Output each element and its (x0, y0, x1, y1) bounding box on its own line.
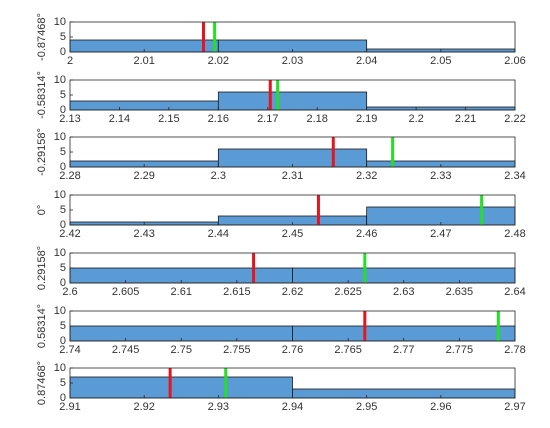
x-tick-label: 2.28 (59, 170, 80, 182)
x-tick-label: 2.33 (430, 170, 451, 182)
x-tick-label: 2 (67, 55, 73, 67)
y-axis-label: -0.87468° (36, 13, 48, 61)
x-tick-label: 2.77 (393, 344, 414, 356)
histogram-bar (69, 376, 293, 399)
y-tick-label: 10 (54, 131, 66, 143)
x-tick-label: 2.93 (208, 401, 229, 413)
x-tick-label: 2.74 (59, 344, 80, 356)
x-tick-label: 2.64 (504, 286, 525, 298)
x-tick-label: 2.45 (282, 228, 303, 240)
y-tick-label: 5 (60, 320, 66, 332)
x-tick-label: 2.18 (307, 113, 328, 125)
y-axis-label: -0.58314° (36, 71, 48, 119)
x-tick-label: 2.755 (223, 344, 251, 356)
x-tick-label: 2.6 (62, 286, 77, 298)
x-tick-label: 2.78 (504, 344, 525, 356)
x-tick-label: 2.31 (282, 170, 303, 182)
y-tick-label: 0 (60, 104, 66, 116)
y-tick-label: 0 (60, 161, 66, 173)
y-axis-label: 0.29158° (36, 246, 48, 290)
x-tick-label: 2.61 (171, 286, 192, 298)
x-tick-label: 2.48 (504, 228, 525, 240)
x-tick-label: 2.92 (133, 401, 154, 413)
x-tick-label: 2.17 (257, 113, 278, 125)
x-tick-label: 2.3 (211, 170, 226, 182)
x-tick-label: 2.19 (356, 113, 377, 125)
y-tick-label: 10 (54, 305, 66, 317)
x-tick-label: 2.63 (393, 286, 414, 298)
histogram-bar (292, 388, 516, 399)
x-tick-label: 2.615 (223, 286, 251, 298)
y-axis-label: 0° (36, 205, 48, 216)
y-tick-label: 10 (54, 16, 66, 28)
x-tick-label: 2.94 (282, 401, 303, 413)
x-tick-label: 2.97 (504, 401, 525, 413)
x-tick-label: 2.01 (133, 55, 154, 67)
x-tick-label: 2.62 (282, 286, 303, 298)
x-tick-label: 2.96 (430, 401, 451, 413)
x-tick-label: 2.765 (334, 344, 362, 356)
x-tick-label: 2.04 (356, 55, 377, 67)
x-tick-label: 2.15 (158, 113, 179, 125)
y-tick-label: 10 (54, 189, 66, 201)
x-tick-label: 2.745 (112, 344, 140, 356)
x-tick-label: 2.02 (208, 55, 229, 67)
y-tick-label: 0 (60, 46, 66, 58)
x-tick-label: 2.32 (356, 170, 377, 182)
histogram-bar (217, 91, 368, 111)
x-tick-label: 2.76 (282, 344, 303, 356)
y-tick-label: 5 (60, 146, 66, 158)
y-tick-label: 5 (60, 377, 66, 389)
x-tick-label: 2.605 (112, 286, 140, 298)
x-tick-label: 2.635 (446, 286, 474, 298)
x-tick-label: 2.05 (430, 55, 451, 67)
x-tick-label: 2.14 (109, 113, 130, 125)
y-axis-label: 0.87468° (36, 361, 48, 405)
y-tick-label: 10 (54, 247, 66, 259)
x-tick-label: 2.43 (133, 228, 154, 240)
x-tick-label: 2.95 (356, 401, 377, 413)
x-tick-label: 2.03 (282, 55, 303, 67)
x-tick-label: 2.16 (208, 113, 229, 125)
y-tick-label: 5 (60, 262, 66, 274)
y-tick-label: 0 (60, 392, 66, 404)
x-tick-label: 2.22 (504, 113, 525, 125)
y-tick-label: 5 (60, 31, 66, 43)
x-tick-label: 2.47 (430, 228, 451, 240)
x-tick-label: 2.775 (446, 344, 474, 356)
x-tick-label: 2.34 (504, 170, 525, 182)
x-tick-label: 2.46 (356, 228, 377, 240)
x-tick-label: 2.44 (208, 228, 229, 240)
x-tick-label: 2.21 (455, 113, 476, 125)
x-tick-label: 2.2 (408, 113, 423, 125)
y-tick-label: 0 (60, 335, 66, 347)
y-axis-label: 0.58314° (36, 304, 48, 348)
x-tick-label: 2.625 (334, 286, 362, 298)
histogram-bar (69, 100, 219, 111)
y-tick-label: 0 (60, 277, 66, 289)
x-tick-label: 2.75 (171, 344, 192, 356)
y-axis-label: -0.29158° (36, 128, 48, 176)
histogram-bar (366, 106, 516, 111)
y-tick-label: 10 (54, 74, 66, 86)
x-tick-label: 2.13 (59, 113, 80, 125)
y-tick-label: 5 (60, 204, 66, 216)
x-tick-label: 2.29 (133, 170, 154, 182)
y-tick-label: 0 (60, 219, 66, 231)
x-tick-label: 2.91 (59, 401, 80, 413)
x-tick-label: 2.06 (504, 55, 525, 67)
x-tick-label: 2.42 (59, 228, 80, 240)
y-tick-label: 10 (54, 362, 66, 374)
y-tick-label: 5 (60, 89, 66, 101)
